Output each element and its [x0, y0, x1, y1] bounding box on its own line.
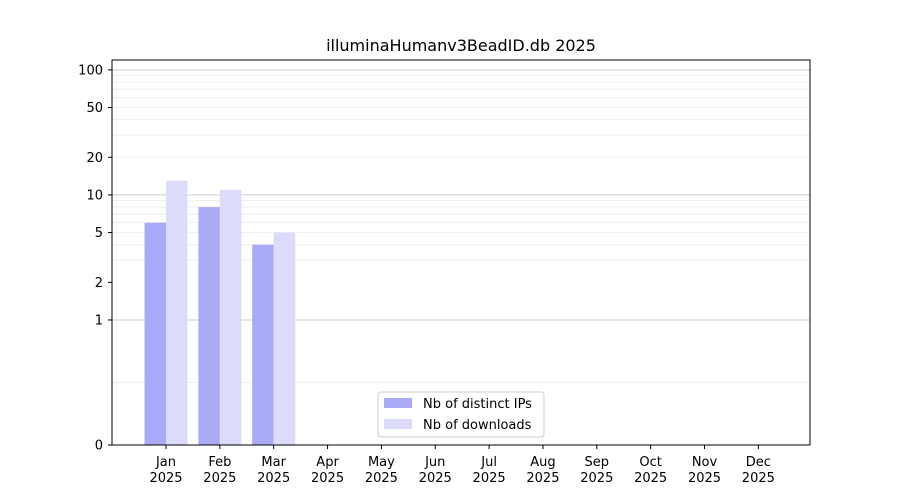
- y-tick-label: 2: [95, 276, 103, 291]
- y-tick-label: 50: [86, 101, 103, 116]
- y-tick-label: 5: [95, 226, 103, 241]
- x-tick-label: Jul 2025: [473, 455, 506, 486]
- plot-frame: [111, 59, 811, 446]
- y-tick-label: 0: [95, 439, 103, 454]
- legend-box: [377, 391, 545, 438]
- legend: Nb of distinct IPs Nb of downloads: [377, 391, 545, 438]
- legend-label: Nb of downloads: [423, 418, 532, 433]
- bar-downloads-2: [273, 232, 296, 445]
- x-tick-label: Aug 2025: [526, 455, 559, 486]
- x-axis: Jan 2025 Feb 2025 Mar 2025 Apr 2025 May 2025 Jun 20…: [149, 445, 775, 486]
- x-tick-label: May 2025: [365, 455, 398, 486]
- bar-downloads-1: [219, 189, 242, 445]
- x-tick-label: Apr 2025: [311, 455, 344, 486]
- bar-distinct-ips-2: [252, 244, 274, 445]
- bar-distinct-ips-0: [144, 222, 166, 445]
- x-tick-label: Mar 2025: [257, 455, 290, 486]
- bar-downloads-0: [166, 180, 188, 445]
- legend-label: Nb of distinct IPs: [423, 397, 532, 412]
- legend-swatch: [384, 398, 412, 408]
- bars: [144, 180, 296, 445]
- y-tick-label: 1: [95, 313, 103, 328]
- legend-swatch: [384, 419, 412, 429]
- y-tick-label: 100: [78, 63, 103, 78]
- x-tick-label: Feb 2025: [203, 455, 236, 486]
- x-tick-label: Jan 2025: [149, 455, 182, 486]
- x-tick-label: Oct 2025: [634, 455, 667, 486]
- y-tick-label: 10: [86, 188, 103, 203]
- y-axis: 0 1 2 5 10 20 50 100: [78, 63, 112, 454]
- chart-title: illuminaHumanv3BeadID.db 2025: [326, 36, 596, 55]
- x-tick-label: Sep 2025: [580, 455, 613, 486]
- bar-distinct-ips-1: [198, 207, 220, 445]
- x-tick-label: Dec 2025: [742, 455, 775, 486]
- x-tick-label: Jun 2025: [419, 455, 452, 486]
- y-tick-label: 20: [86, 151, 103, 166]
- x-tick-label: Nov 2025: [688, 455, 721, 486]
